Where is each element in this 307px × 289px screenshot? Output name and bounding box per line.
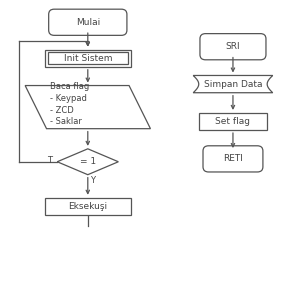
Text: Eksekuşi: Eksekuşi [68, 202, 107, 211]
Text: Set flag: Set flag [216, 117, 251, 126]
Bar [45, 50, 130, 67]
Bar [45, 198, 130, 215]
FancyBboxPatch shape [203, 146, 263, 172]
Text: RETI: RETI [223, 154, 243, 163]
Text: Simpan Data: Simpan Data [204, 79, 262, 89]
FancyBboxPatch shape [200, 34, 266, 60]
Text: SRI: SRI [226, 42, 240, 51]
Polygon shape [25, 86, 150, 129]
Polygon shape [57, 149, 119, 175]
Text: T: T [47, 156, 52, 165]
Bar [48, 53, 127, 64]
Text: = 1: = 1 [80, 157, 96, 166]
Text: Init Sistem: Init Sistem [64, 54, 112, 63]
Polygon shape [193, 75, 273, 93]
Text: Baca flag
- Keypad
- ZCD
- Saklar: Baca flag - Keypad - ZCD - Saklar [50, 82, 89, 126]
Text: Mulai: Mulai [76, 18, 100, 27]
Text: Y: Y [90, 176, 95, 185]
Bar [199, 113, 266, 130]
FancyBboxPatch shape [49, 9, 127, 35]
